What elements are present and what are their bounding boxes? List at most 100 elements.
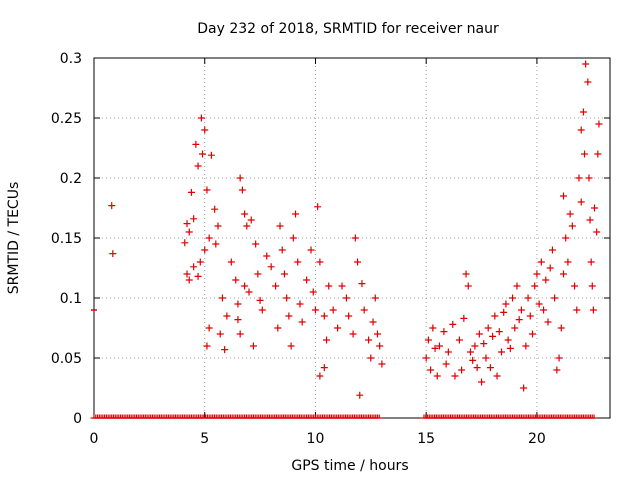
data-point <box>520 384 528 392</box>
data-point <box>278 246 286 254</box>
data-point <box>272 282 280 290</box>
data-point <box>342 294 350 302</box>
data-point <box>471 342 479 350</box>
data-point <box>280 270 288 278</box>
y-tick-label: 0 <box>73 411 82 427</box>
data-point <box>495 328 503 336</box>
data-point <box>566 210 574 218</box>
data-point <box>435 342 443 350</box>
y-tick-label: 0.25 <box>51 111 82 127</box>
data-point <box>526 312 534 320</box>
y-tick-label: 0.1 <box>60 291 82 307</box>
data-point <box>568 222 576 230</box>
data-point <box>484 324 492 332</box>
data-point <box>247 216 255 224</box>
data-point <box>298 318 306 326</box>
data-point <box>528 330 536 338</box>
data-point <box>486 364 494 372</box>
data-point <box>221 346 229 354</box>
data-point <box>548 246 556 254</box>
y-tick-label: 0.05 <box>51 351 82 367</box>
data-point <box>218 294 226 302</box>
data-point <box>309 288 317 296</box>
data-point <box>586 216 594 224</box>
data-point <box>537 258 545 266</box>
data-point <box>241 282 249 290</box>
data-point <box>234 316 242 324</box>
data-point <box>429 324 437 332</box>
data-point <box>594 150 602 158</box>
data-point <box>378 360 386 368</box>
data-point <box>316 372 324 380</box>
grid <box>94 58 610 418</box>
data-point <box>466 348 474 356</box>
data-point <box>513 282 521 290</box>
data-point <box>216 330 224 338</box>
data-point <box>444 348 452 356</box>
data-point <box>238 186 246 194</box>
data-point <box>559 270 567 278</box>
data-point <box>201 246 209 254</box>
x-tick-label: 15 <box>417 431 435 447</box>
data-point <box>584 78 592 86</box>
data-point <box>455 336 463 344</box>
data-point <box>371 294 379 302</box>
data-point <box>183 270 191 278</box>
data-point <box>185 228 193 236</box>
data-point <box>587 258 595 266</box>
data-point <box>482 354 490 362</box>
data-point <box>263 252 271 260</box>
data-point <box>376 342 384 350</box>
data-point <box>267 263 275 271</box>
data-point <box>194 272 202 280</box>
data-point <box>296 300 304 308</box>
x-tick-label: 10 <box>307 431 325 447</box>
data-point <box>424 336 432 344</box>
data-point <box>345 312 353 320</box>
data-point <box>249 342 257 350</box>
data-point <box>274 324 282 332</box>
data-point <box>524 294 532 302</box>
y-axis-label: SRMTID / TECUs <box>6 182 22 295</box>
data-point <box>252 240 260 248</box>
data-point <box>515 316 523 324</box>
data-point <box>283 294 291 302</box>
data-point <box>245 288 253 296</box>
data-point <box>431 344 439 352</box>
data-point <box>256 296 264 304</box>
data-point <box>464 282 472 290</box>
data-point <box>544 318 552 326</box>
data-point <box>314 203 322 211</box>
data-point <box>500 308 508 316</box>
data-point <box>232 276 240 284</box>
data-point <box>440 328 448 336</box>
data-point <box>183 220 191 228</box>
data-point <box>489 332 497 340</box>
data-point <box>369 318 377 326</box>
data-point <box>356 391 364 399</box>
data-point <box>236 174 244 182</box>
data-point <box>243 222 251 230</box>
data-point <box>589 306 597 314</box>
data-point <box>540 306 548 314</box>
data-point <box>571 282 579 290</box>
data-point <box>212 240 220 248</box>
data-point <box>214 222 222 230</box>
data-point <box>458 366 466 374</box>
data-point <box>460 314 468 322</box>
data-point <box>207 151 215 159</box>
data-point <box>205 234 213 242</box>
data-point <box>258 306 266 314</box>
x-axis: 0 5 10 15 20 <box>90 58 546 447</box>
data-point <box>581 150 589 158</box>
data-point <box>203 186 211 194</box>
data-point <box>502 300 510 308</box>
chart-title: Day 232 of 2018, SRMTID for receiver nau… <box>197 21 499 37</box>
data-point <box>522 342 530 350</box>
data-point <box>187 188 195 196</box>
data-point <box>338 282 346 290</box>
data-point <box>365 336 373 344</box>
data-point <box>294 258 302 266</box>
data-point <box>462 270 470 278</box>
data-point <box>506 344 514 352</box>
